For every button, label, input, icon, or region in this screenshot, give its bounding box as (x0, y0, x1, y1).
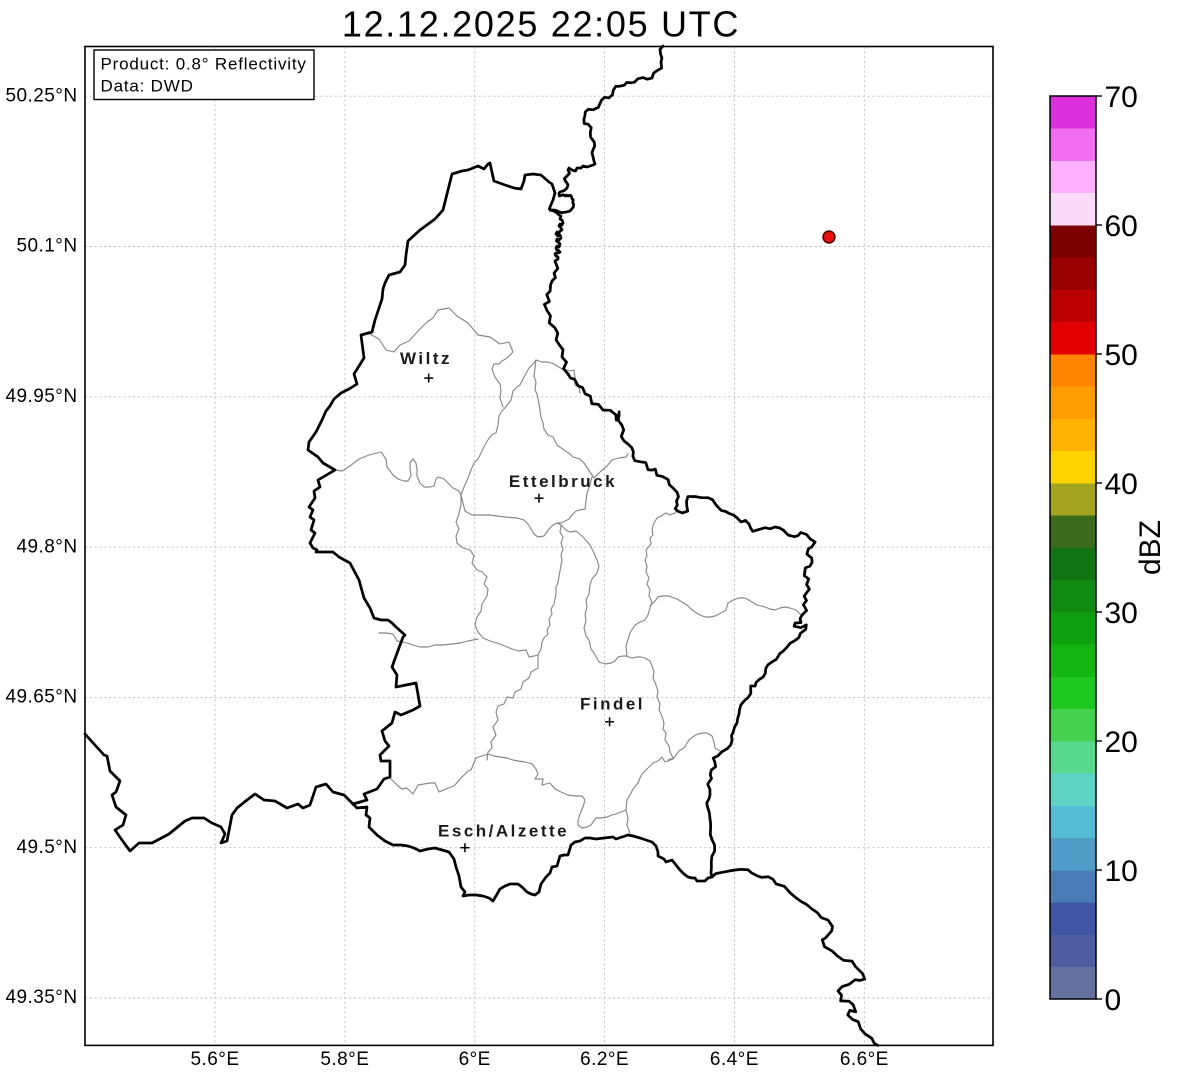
svg-text:dBZ: dBZ (1134, 520, 1167, 575)
svg-text:60: 60 (1105, 210, 1138, 243)
svg-text:50.25°N: 50.25°N (5, 85, 77, 106)
svg-text:50.1°N: 50.1°N (17, 236, 78, 257)
svg-text:6.6°E: 6.6°E (840, 1049, 889, 1070)
svg-text:30: 30 (1105, 597, 1138, 630)
svg-text:49.35°N: 49.35°N (5, 987, 77, 1008)
svg-text:Findel: Findel (580, 695, 645, 714)
svg-text:Product: 0.8° Reflectivity: Product: 0.8° Reflectivity (101, 55, 307, 74)
svg-text:5.8°E: 5.8°E (320, 1049, 369, 1070)
svg-text:Ettelbruck: Ettelbruck (509, 472, 617, 491)
svg-text:50: 50 (1105, 339, 1138, 372)
svg-text:49.5°N: 49.5°N (17, 837, 78, 858)
svg-text:Data: DWD: Data: DWD (101, 77, 194, 96)
svg-text:10: 10 (1105, 855, 1138, 888)
svg-text:20: 20 (1105, 726, 1138, 759)
svg-text:Wiltz: Wiltz (400, 349, 452, 368)
svg-text:5.6°E: 5.6°E (191, 1049, 240, 1070)
svg-text:12.12.2025 22:05 UTC: 12.12.2025 22:05 UTC (342, 4, 740, 45)
svg-text:49.95°N: 49.95°N (5, 386, 77, 407)
svg-text:6.2°E: 6.2°E (580, 1049, 629, 1070)
svg-text:49.65°N: 49.65°N (5, 687, 77, 708)
svg-text:Esch/Alzette: Esch/Alzette (438, 822, 569, 841)
svg-text:70: 70 (1105, 81, 1138, 114)
svg-text:6°E: 6°E (459, 1049, 491, 1070)
svg-text:6.4°E: 6.4°E (710, 1049, 759, 1070)
svg-text:49.8°N: 49.8°N (17, 536, 78, 557)
svg-text:0: 0 (1105, 984, 1122, 1017)
svg-text:40: 40 (1105, 468, 1138, 501)
